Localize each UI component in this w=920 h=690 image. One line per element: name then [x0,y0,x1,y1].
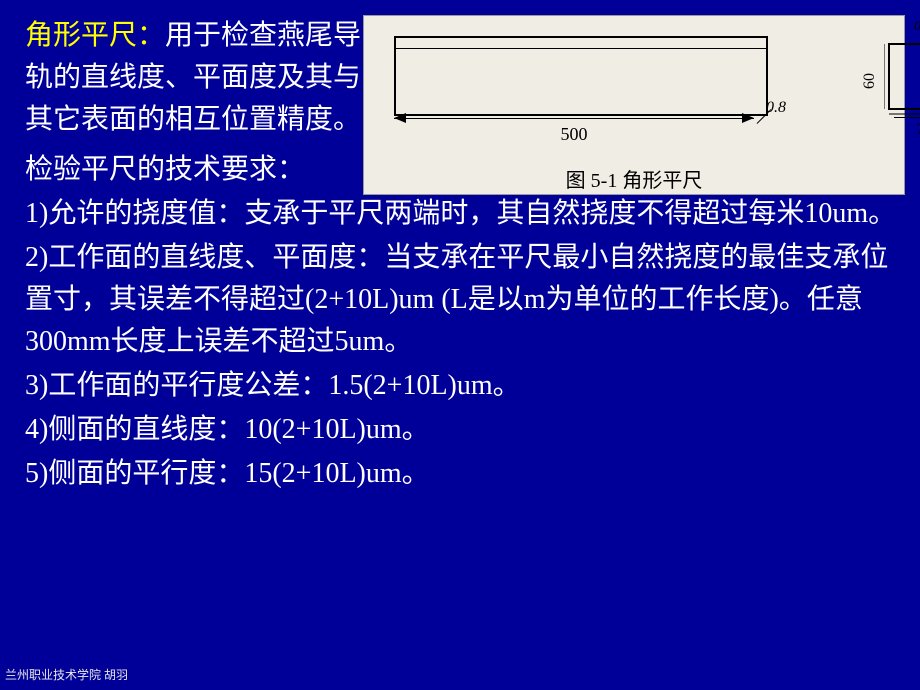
tolerance-label-a: 0.8 [766,96,786,120]
ruler-rect [394,36,768,116]
side-svg [884,39,920,119]
heading: 角形平尺： [25,20,165,51]
figure-caption: 图 5-1 角形平尺 [566,166,703,196]
dimension-height: 60 [858,73,882,89]
figure-diagram: 500 0.8 0.8 0.8 60 55° 77 2 图 5-1 角形平尺 [363,15,905,195]
dimension-length: 500 [394,118,754,148]
item-2: 2)工作面的直线度、平面度：当支承在平尺最小自然挠度的最佳支承位置寸，其误差不得… [25,237,900,363]
footer-text: 兰州职业技术学院 胡羽 [5,666,128,684]
dimension-width: 77 [894,117,920,142]
item-5: 5)侧面的平行度：15(2+10L)um。 [25,453,900,495]
intro-paragraph: 角形平尺：用于检查燕尾导轨的直线度、平面度及其与其它表面的相互位置精度。 [25,15,375,141]
tolerance-label-b: 0.8 [914,16,920,37]
item-4: 4)侧面的直线度：10(2+10L)um。 [25,409,900,451]
item-1: 1)允许的挠度值：支承于平尺两端时，其自然挠度不得超过每米10um。 [25,193,900,235]
profile-shape: 60 55° 77 2 [884,39,920,119]
item-3: 3)工作面的平行度公差：1.5(2+10L)um。 [25,365,900,407]
